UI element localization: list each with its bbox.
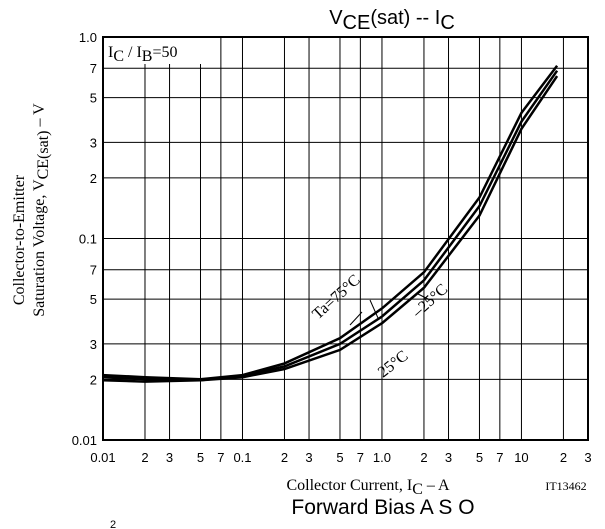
y-tick-label: 5 [90,292,97,307]
x-tick-label: 5 [476,450,483,465]
chart-title-part: (sat) -- I [370,7,440,29]
y-tick-label: 5 [90,91,97,106]
x-axis-label-part: – A [423,477,450,494]
x-tick-label: 3 [445,450,452,465]
curve [102,69,559,382]
chart-title-part: C [440,12,454,34]
y-tick-label: 2 [90,171,97,186]
x-tick-label: 5 [336,450,343,465]
figure-id: IT13462 [545,479,586,493]
annotation-part: / I [124,44,142,61]
y-axis-label: Saturation Voltage, VCE(sat) – V [31,103,52,317]
plot-frame [102,36,589,441]
curve-label: Ta=75°C [309,272,363,323]
annotation-part: =50 [152,44,177,61]
y-tick-label: 0.01 [72,433,97,448]
curve [102,75,559,383]
next-chart-fragment: 2 [110,519,116,529]
x-axis-label-part: Collector Current, I [286,477,412,494]
y-tick-label: 3 [90,337,97,352]
y-axis-label-part: Saturation Voltage, V [31,179,48,317]
x-tick-label: 10 [514,450,528,465]
x-tick-label: 7 [496,450,503,465]
x-tick-label: 7 [357,450,364,465]
x-tick-label: 2 [560,450,567,465]
x-tick-label: 5 [197,450,204,465]
annotation-part: C [113,48,124,65]
y-tick-label: 2 [90,372,97,387]
curve [102,64,559,381]
x-tick-label: 3 [305,450,312,465]
chart-title-part: CE [343,12,371,34]
y-tick-label: 0.1 [79,232,97,247]
y-tick-label: 7 [90,61,97,76]
annotation-box [104,38,207,64]
y-axis-label-part: Collector-to-Emitter [11,174,28,305]
curve-label: 25°C [375,347,412,381]
annotation: IC / IB=50 [108,44,177,65]
leader-line [369,299,379,319]
annotation-part: I [108,44,113,61]
y-axis-label: Collector-to-Emitter [11,174,28,305]
chart-title: VCE(sat) -- IC [329,7,455,34]
x-tick-label: 2 [141,450,148,465]
annotation-part: B [142,48,153,65]
y-axis-label-part: – V [31,103,48,131]
x-tick-label: 3 [166,450,173,465]
y-tick-label: 1.0 [79,30,97,45]
x-tick-label: 2 [281,450,288,465]
x-axis-label: Collector Current, IC – A [286,477,450,498]
x-tick-label: 3 [584,450,591,465]
x-axis-label-part: C [412,481,423,498]
x-tick-label: 1.0 [373,450,391,465]
x-tick-label: 2 [420,450,427,465]
y-tick-label: 7 [90,263,97,278]
y-axis-label-part: CE(sat) [35,131,52,180]
x-tick-label: 0.01 [90,450,115,465]
next-chart-title: Forward Bias A S O [291,496,474,519]
chart-title-part: V [329,7,343,29]
x-tick-label: 7 [217,450,224,465]
y-tick-label: 3 [90,135,97,150]
x-tick-label: 0.1 [233,450,251,465]
